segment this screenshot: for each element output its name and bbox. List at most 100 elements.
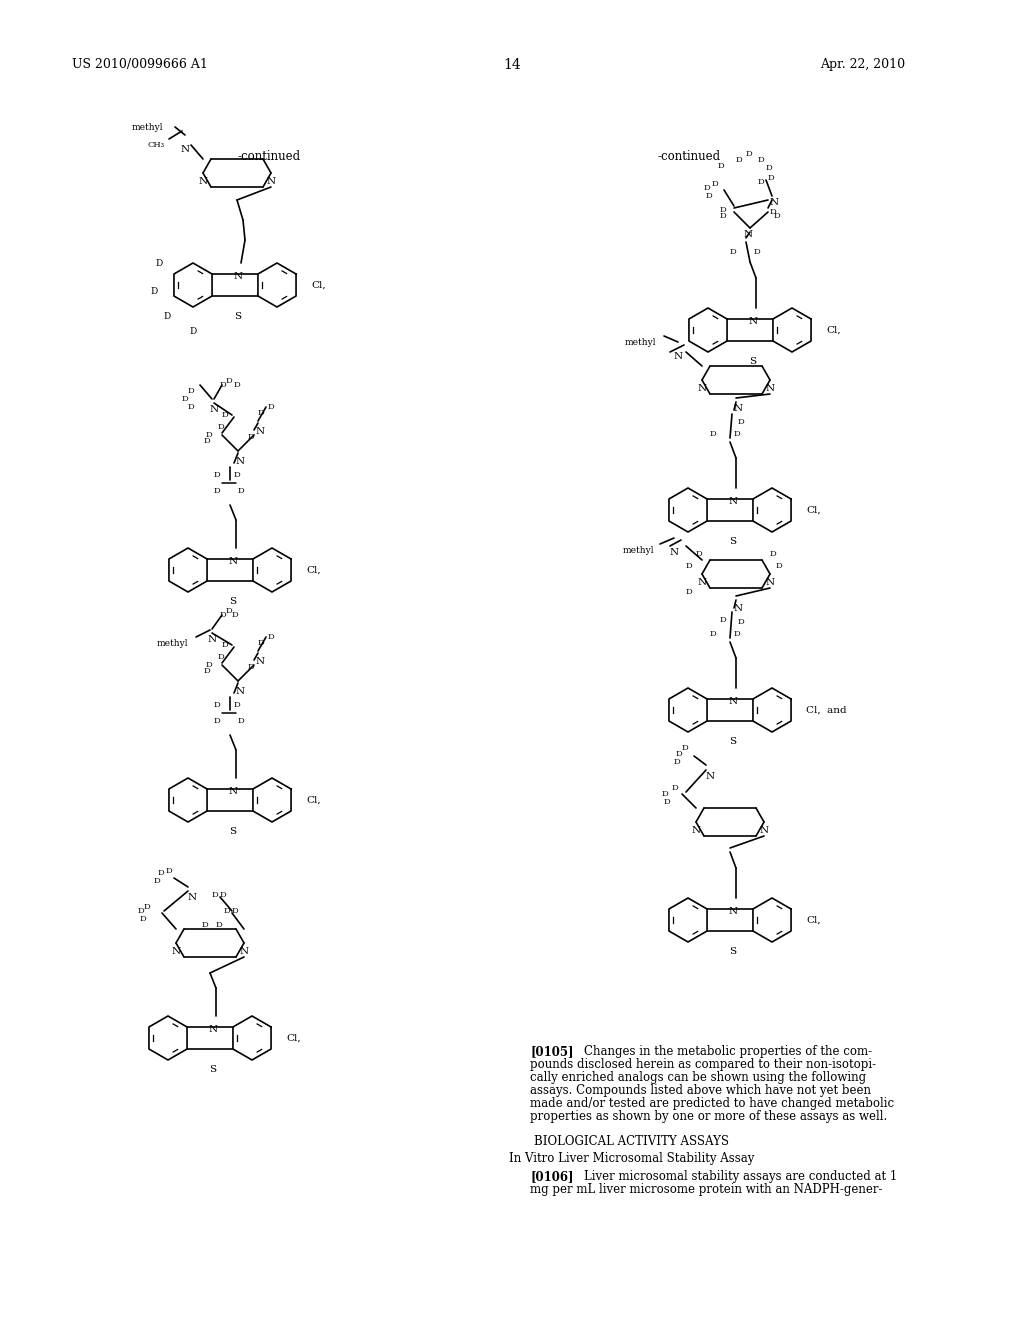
Text: Apr. 22, 2010: Apr. 22, 2010 xyxy=(820,58,905,71)
Text: Cl,: Cl, xyxy=(826,326,841,335)
Text: D: D xyxy=(234,701,241,709)
Text: N: N xyxy=(199,177,208,186)
Text: N: N xyxy=(765,578,774,587)
Text: D: D xyxy=(258,639,265,647)
Text: made and/or tested are predicted to have changed metabolic: made and/or tested are predicted to have… xyxy=(530,1097,894,1110)
Text: D: D xyxy=(234,381,241,389)
Text: D: D xyxy=(729,248,736,256)
Text: Cl,: Cl, xyxy=(311,281,326,290)
Text: US 2010/0099666 A1: US 2010/0099666 A1 xyxy=(72,58,208,71)
Text: N: N xyxy=(691,826,700,836)
Text: D: D xyxy=(189,327,197,337)
Text: Liver microsomal stability assays are conducted at 1: Liver microsomal stability assays are co… xyxy=(584,1170,897,1183)
Text: Changes in the metabolic properties of the com-: Changes in the metabolic properties of t… xyxy=(584,1045,872,1059)
Text: mg per mL liver microsome protein with an NADPH-gener-: mg per mL liver microsome protein with a… xyxy=(530,1183,883,1196)
Text: Cl,: Cl, xyxy=(806,916,820,925)
Text: N: N xyxy=(734,605,743,612)
Text: N: N xyxy=(749,317,758,326)
Text: D: D xyxy=(137,907,144,915)
Text: pounds disclosed herein as compared to their non-isotopi-: pounds disclosed herein as compared to t… xyxy=(530,1059,877,1071)
Text: D: D xyxy=(681,744,688,752)
Text: D: D xyxy=(224,907,230,915)
Text: methyl: methyl xyxy=(131,123,163,132)
Text: N: N xyxy=(670,548,679,557)
Text: D: D xyxy=(766,164,773,172)
Text: S: S xyxy=(229,597,237,606)
Text: D: D xyxy=(662,789,668,799)
Text: S: S xyxy=(729,537,736,546)
Text: Cl,: Cl, xyxy=(306,566,321,576)
Text: D: D xyxy=(220,381,226,389)
Text: N: N xyxy=(256,657,265,667)
Text: N: N xyxy=(728,907,737,916)
Text: D: D xyxy=(158,869,164,876)
Text: D: D xyxy=(746,150,753,158)
Text: In Vitro Liver Microsomal Stability Assay: In Vitro Liver Microsomal Stability Assa… xyxy=(509,1152,755,1166)
Text: D: D xyxy=(165,867,172,875)
Text: D: D xyxy=(203,667,210,675)
Text: D: D xyxy=(213,717,220,725)
Text: D: D xyxy=(734,630,740,638)
Text: methyl: methyl xyxy=(625,338,656,347)
Text: properties as shown by one or more of these assays as well.: properties as shown by one or more of th… xyxy=(530,1110,887,1123)
Text: N: N xyxy=(240,946,249,956)
Text: D: D xyxy=(738,418,744,426)
Text: D: D xyxy=(232,611,239,619)
Text: assays. Compounds listed above which have not yet been: assays. Compounds listed above which hav… xyxy=(530,1084,871,1097)
Text: D: D xyxy=(710,430,716,438)
Text: N: N xyxy=(728,697,737,706)
Text: D: D xyxy=(164,312,171,321)
Text: N: N xyxy=(734,404,743,413)
Text: D: D xyxy=(202,921,208,929)
Text: D: D xyxy=(754,248,761,256)
Text: S: S xyxy=(729,737,736,746)
Text: N: N xyxy=(760,826,769,836)
Text: D: D xyxy=(203,437,210,445)
Text: D: D xyxy=(712,180,718,187)
Text: CH₃: CH₃ xyxy=(148,141,165,149)
Text: N: N xyxy=(674,352,683,360)
Text: N: N xyxy=(697,384,707,393)
Text: D: D xyxy=(675,750,682,758)
Text: D: D xyxy=(143,903,150,911)
Text: D: D xyxy=(685,562,692,570)
Text: S: S xyxy=(729,946,736,956)
Text: D: D xyxy=(205,661,212,669)
Text: N: N xyxy=(236,457,245,466)
Text: D: D xyxy=(248,433,255,441)
Text: D: D xyxy=(156,259,163,268)
Text: N: N xyxy=(188,894,198,902)
Text: N: N xyxy=(236,686,245,696)
Text: D: D xyxy=(685,587,692,597)
Text: D: D xyxy=(774,213,780,220)
Text: D: D xyxy=(695,550,702,558)
Text: D: D xyxy=(717,162,724,170)
Text: Cl,: Cl, xyxy=(286,1034,301,1043)
Text: S: S xyxy=(229,828,237,836)
Text: D: D xyxy=(734,430,740,438)
Text: N: N xyxy=(233,272,243,281)
Text: N: N xyxy=(728,498,737,506)
Text: D: D xyxy=(232,907,239,915)
Text: D: D xyxy=(213,701,220,709)
Text: N: N xyxy=(697,578,707,587)
Text: D: D xyxy=(758,156,765,164)
Text: D: D xyxy=(205,432,212,440)
Text: -continued: -continued xyxy=(658,150,721,162)
Text: D: D xyxy=(758,178,765,186)
Text: methyl: methyl xyxy=(623,546,654,554)
Text: N: N xyxy=(171,946,180,956)
Text: cally enriched analogs can be shown using the following: cally enriched analogs can be shown usin… xyxy=(530,1071,866,1084)
Text: 14: 14 xyxy=(503,58,521,73)
Text: N: N xyxy=(208,635,217,644)
Text: D: D xyxy=(673,758,680,766)
Text: D: D xyxy=(226,607,232,615)
Text: Cl,: Cl, xyxy=(306,796,321,805)
Text: N: N xyxy=(743,230,753,239)
Text: D: D xyxy=(770,550,777,558)
Text: D: D xyxy=(719,213,726,220)
Text: N: N xyxy=(256,426,265,436)
Text: [0105]: [0105] xyxy=(530,1045,573,1059)
Text: N: N xyxy=(266,177,275,186)
Text: BIOLOGICAL ACTIVITY ASSAYS: BIOLOGICAL ACTIVITY ASSAYS xyxy=(535,1135,729,1148)
